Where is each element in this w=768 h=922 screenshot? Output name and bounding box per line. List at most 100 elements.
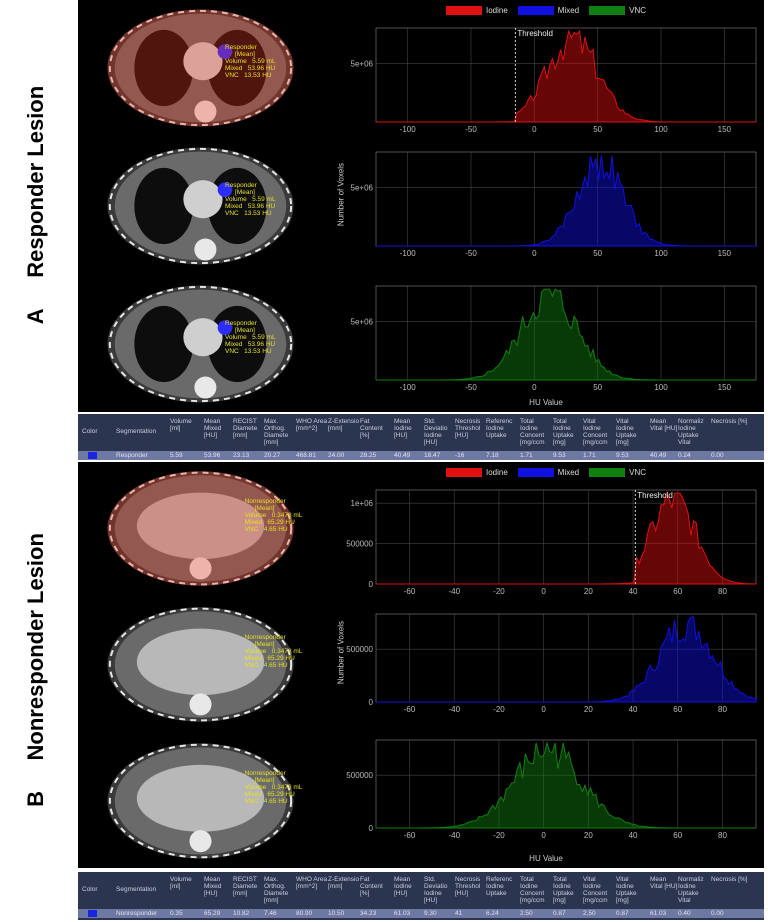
column-header[interactable]: Color [82,886,98,893]
table-cell: 9.53 [616,452,629,459]
column-header[interactable]: RECIST Diamete [mm] [233,876,258,897]
column-header[interactable]: Z-Extensio [mm] [328,876,360,890]
table-cell: 0.00 [711,910,724,917]
x-tick-label: -50 [465,249,477,258]
spine [194,100,217,123]
plot-frame [375,489,757,585]
chart-b-iodine: -60 -40 -20 0 20 40 60 80 1e+06 500000 0 Threshold [328,480,764,598]
column-header[interactable]: Max. Orthog. Diamete [mm] [264,876,289,904]
column-header[interactable]: Z-Extensio [mm] [328,418,360,432]
x-tick-label: 80 [718,831,727,840]
table-cell: 2.50 [583,910,596,917]
left-lung [134,167,194,245]
column-header[interactable]: Mean Vital [HU] [650,418,678,432]
overlay-row: VNC 13.53 HU [225,71,272,79]
color-swatch[interactable] [88,910,97,917]
label-a-title: A Responder Lesion [23,86,49,324]
overlay-row: Mixed 65.29 HU [244,518,295,526]
table-row[interactable]: Responder 5.59 53.96 23.13 20.27 468.81 24.00 2… [78,451,764,460]
table-cell: 9.30 [424,910,437,917]
column-header[interactable]: Segmentation [116,428,157,435]
column-header[interactable]: Total Iodine Uptake [mg] [553,418,574,446]
legend-b: Iodine Mixed VNC [328,466,764,478]
column-header[interactable]: Volume [ml] [170,876,192,890]
column-header[interactable]: Segmentation [116,886,157,893]
column-header[interactable]: Volume [ml] [170,418,192,432]
table-cell: 34.23 [360,910,377,917]
overlay-subtitle: [Mean] [235,50,255,58]
ct-image-b2[interactable]: Nonresponder [Mean] Volume 0.3473 mL Mixed … [78,598,323,731]
column-header[interactable]: Color [82,428,98,435]
column-header[interactable]: Total Iodine Uptake [mg] [553,876,574,904]
legend-label-iodine: Iodine [485,467,508,477]
column-header[interactable]: Mean Iodine [HU] [394,876,412,897]
histogram-series-vnc [376,288,756,381]
column-header[interactable]: RECIST Diamete [mm] [233,418,258,439]
x-tick-label: 100 [654,383,668,392]
ct-image-a2[interactable]: Responder [Mean] Volume 5.59 mL Mixed 53.96… [78,138,323,274]
ct-image-b1[interactable]: Nonresponder [Mean] Volume 0.3473 mL Mixed … [78,462,323,595]
column-header[interactable]: Necrosis [%] [711,418,748,425]
xlabel-b: HU Value [529,854,563,863]
overlay-row: Volume 0.3473 mL [244,511,303,519]
column-header[interactable]: Max. Orthog. Diamete [mm] [264,418,289,446]
column-header[interactable]: Referenc Iodine Uptake [486,876,513,897]
column-header[interactable]: Fat Content [%] [360,876,383,897]
column-header[interactable]: Referenc Iodine Uptake [486,418,513,439]
x-tick-label: -100 [400,249,417,258]
histogram-area-b: Iodine Mixed VNC -60 -40 -20 0 20 40 60 80 1e+06… [328,462,764,868]
color-swatch[interactable] [88,452,97,459]
table-cell: 20.27 [264,452,281,459]
x-tick-label: -60 [404,831,416,840]
table-cell: 40.49 [650,452,667,459]
legend-item-vnc: VNC [589,466,646,478]
table-cell: 24.00 [328,452,345,459]
iodine-overlay [107,471,294,586]
table-cell: 23.13 [233,452,250,459]
column-header[interactable]: Std. Deviatio Iodine [HU] [424,418,448,446]
x-tick-label: 0 [532,249,537,258]
column-header[interactable]: Normaliz Iodine Uptake Vital [678,418,704,446]
column-header[interactable]: WHO Area [mm^2] [296,418,328,432]
table-cell: 80.90 [296,910,313,917]
ct-image-a1[interactable]: Responder [Mean] Volume 5.59 mL Mixed 53.96… [78,0,323,136]
column-header[interactable]: Mean Vital [HU] [650,876,678,890]
column-header[interactable]: Vital Iodine Uptake [mg] [616,876,637,904]
table-row[interactable]: Nonresponder 0.35 65.29 10.82 7.46 80.90 10.50… [78,909,764,918]
column-header[interactable]: Fat Content [%] [360,418,383,439]
overlay-row: VNC 4.65 HU [244,525,288,533]
overlay-row: Volume 5.59 mL [225,333,276,341]
x-tick-label: 100 [654,249,668,258]
segmentation-table-b: Color Segmentation Volume [ml] Mean Mixed [… [78,872,764,920]
column-header[interactable]: Total Iodine Concent [mg/ccm [520,418,545,446]
column-header[interactable]: Vital Iodine Concent [mg/ccm [583,876,608,904]
column-header[interactable]: Mean Mixed [HU] [204,876,222,897]
x-tick-label: 100 [654,125,668,134]
overlay-subtitle: [Mean] [235,326,255,334]
table-cell: 61.03 [394,910,411,917]
overlay-row: Volume 5.59 mL [225,195,276,203]
column-header[interactable]: Necrosis Threshol [HU] [455,418,481,439]
label-a-container: A Responder Lesion [0,0,72,410]
column-header[interactable]: Vital Iodine Uptake [mg] [616,418,637,446]
column-header[interactable]: Necrosis Threshol [HU] [455,876,481,897]
histogram-area-a: Iodine Mixed VNC -100 -50 0 50 100 150 5e+06 Th… [328,0,764,412]
chart-a-vnc: -100 -50 0 50 100 150 5e+06 [328,276,764,394]
lesion-marker [264,527,269,532]
table-cell: 468.81 [296,452,316,459]
responder-lesion-label: Responder Lesion [23,85,48,278]
panel-letter-a: A [23,308,48,325]
overlay-row: Volume 0.3473 mL [244,784,303,792]
column-header[interactable]: Total Iodine Concent [mg/ccm [520,876,545,904]
ct-image-b3[interactable]: Nonresponder [Mean] Volume 0.3473 mL Mixed … [78,734,323,868]
column-header[interactable]: Vital Iodine Concent [mg/ccm [583,418,608,446]
column-header[interactable]: Mean Iodine [HU] [394,418,412,439]
overlay-row: Mixed 53.96 HU [225,64,276,72]
column-header[interactable]: Normaliz Iodine Uptake Vital [678,876,704,904]
table-cell: 0.87 [553,910,566,917]
column-header[interactable]: Mean Mixed [HU] [204,418,222,439]
column-header[interactable]: Necrosis [%] [711,876,748,883]
column-header[interactable]: Std. Deviatio Iodine [HU] [424,876,448,904]
ct-image-a3[interactable]: Responder [Mean] Volume 5.59 mL Mixed 53.96… [78,276,323,412]
column-header[interactable]: WHO Area [mm^2] [296,876,328,890]
